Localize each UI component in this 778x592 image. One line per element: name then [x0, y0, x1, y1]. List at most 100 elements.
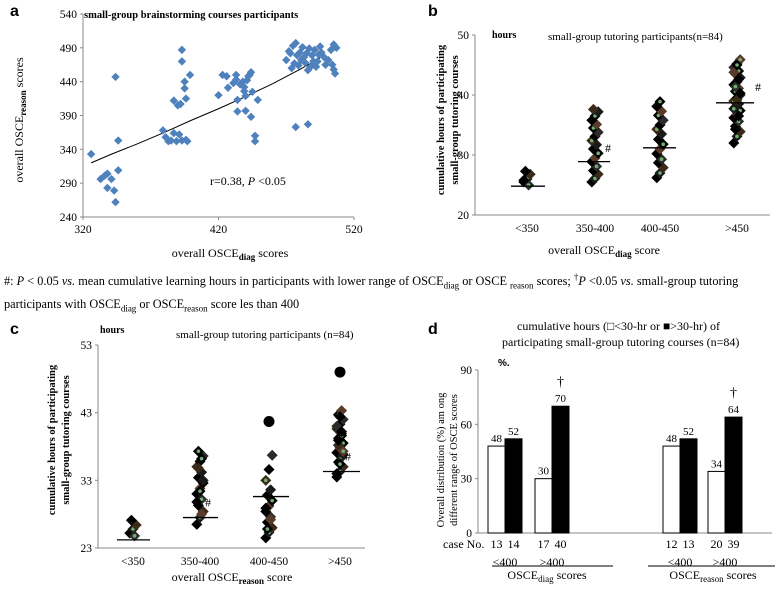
panel-a-point	[103, 169, 112, 178]
panel-d-group1-label: OSCEdiag scores	[507, 568, 587, 584]
panel-b-point	[733, 110, 745, 122]
panel-c-point	[197, 474, 209, 486]
panel-d-category-label: >400	[713, 555, 738, 569]
panel-a-point	[233, 107, 242, 116]
panel-a-point	[180, 84, 189, 93]
panel-a-point	[173, 101, 183, 110]
panel-b-ylabel-line2: small-group tutoring courses	[450, 55, 461, 184]
panel-c-axes: 23 33 43 53 <350 350-400 400-450 >450	[81, 340, 365, 568]
panel-a-y-tick-label: 540	[60, 9, 78, 21]
panel-c-x-tick-label: >450	[328, 556, 352, 568]
panel-d-bar-label: 48	[666, 433, 678, 445]
panel-a-points	[86, 38, 341, 207]
panel-d-bar-label: 52	[683, 426, 694, 438]
panel-d-y-tick-label: 90	[461, 365, 473, 377]
panel-c-point	[334, 411, 346, 423]
panel-c-point	[336, 426, 348, 438]
panel-d-bar	[724, 416, 743, 534]
panel-c-point-accent	[264, 478, 268, 483]
panel-d-bar-label: 52	[508, 426, 519, 438]
panel-c-hash-mark: #	[345, 450, 351, 464]
panel-d-bar-label: 34	[711, 458, 723, 470]
panel-b-point	[729, 123, 741, 135]
panel-a-point	[222, 72, 231, 81]
panel-a-point	[248, 87, 257, 97]
panel-b-point-accent	[590, 138, 594, 143]
panel-a-point	[292, 51, 302, 60]
panel-d-title-line1: cumulative hours (□<30-hr or ■>30-hr) of	[517, 319, 720, 333]
panel-d-bar-label: 64	[728, 404, 740, 416]
panel-c-xlabel: overall OSCEreason score	[172, 570, 293, 586]
panel-d-case-count: 17	[538, 537, 550, 551]
panel-d-case-count: 13	[683, 537, 695, 551]
panel-a-point	[180, 77, 189, 86]
panel-a-title: small-group brainstorming courses partic…	[84, 10, 298, 21]
panel-c-y-tick-label: 23	[81, 543, 93, 555]
panel-a-point	[177, 57, 187, 66]
panel-c-point	[191, 496, 203, 508]
panel-d-bar	[679, 438, 698, 534]
panel-a-point	[307, 51, 317, 60]
panel-c-outlier-point	[263, 415, 275, 427]
panel-a-point	[111, 197, 120, 207]
panel-b-point-accent	[655, 127, 659, 131]
panel-b-point	[519, 165, 531, 177]
panel-a-point	[324, 55, 333, 65]
panel-a-point	[329, 40, 338, 49]
panel-a-point	[299, 53, 309, 62]
panel-c-point-accent	[341, 449, 346, 454]
panel-a-point	[172, 137, 181, 146]
panel-d-bar	[534, 478, 553, 534]
panel-c-point-accent	[265, 527, 270, 531]
panel-b-x-tick-label: >450	[725, 223, 749, 235]
panel-d-case-count: 14	[508, 537, 520, 551]
panel-b-y-tick-label: 30	[458, 150, 470, 162]
panel-a-point	[233, 95, 242, 105]
panel-d-ylabel-line2: different range of OSCE scores	[449, 394, 460, 526]
panel-c-point	[331, 468, 343, 480]
panel-c: c hours small-group tutoring participant…	[10, 321, 365, 586]
panel-a-point	[214, 91, 223, 100]
panel-d-case-count: 20	[711, 537, 723, 551]
panel-b-hash-mark: #	[605, 141, 611, 155]
panel-a-point	[231, 75, 241, 84]
panel-a-x-tick-label: 320	[74, 224, 92, 236]
panel-a-y-tick-label: 440	[60, 77, 78, 89]
panel-a-x-tick-label: 520	[345, 224, 363, 236]
panel-d-bar	[504, 438, 523, 534]
panel-c-outlier-point	[334, 366, 346, 378]
panel-c-hash-mark: #	[205, 496, 211, 510]
panel-a-point	[183, 137, 192, 146]
panel-d-bar	[487, 445, 506, 534]
panel-d-bar-label: 48	[491, 433, 503, 445]
panel-b-label: b	[428, 3, 438, 20]
panel-c-point	[265, 484, 277, 496]
panel-b-units: hours	[492, 30, 517, 41]
panel-b-point-accent	[735, 63, 739, 67]
panel-d-bar	[551, 405, 570, 534]
panel-c-label: c	[10, 321, 19, 338]
panel-c-point	[192, 462, 204, 474]
footnote: #: P < 0.05 vs. mean cumulative learning…	[4, 272, 739, 313]
panel-b-x-tick-label: 400-450	[641, 223, 680, 235]
panel-b-ylabel-line1: cumulative hours of participating	[436, 44, 447, 195]
panel-c-x-tick-label: 350-400	[181, 556, 220, 568]
panel-c-point-accent	[198, 489, 202, 493]
panel-b-y-tick-label: 20	[458, 210, 470, 222]
panel-b-point	[734, 87, 746, 99]
panel-d-bar-label: 70	[555, 393, 567, 405]
panel-a-point	[175, 130, 184, 139]
panel-a-x-tick-label: 420	[210, 224, 228, 236]
panel-d-title-line2: participating small-group tutoring cours…	[502, 335, 739, 349]
panel-a-point	[250, 131, 260, 140]
panel-a-point	[241, 91, 250, 101]
panel-d-bar	[707, 470, 726, 534]
panel-d-case-label: case No.	[443, 537, 484, 551]
panel-d-case-count: 12	[666, 537, 678, 551]
panel-d-category-label: >400	[540, 555, 565, 569]
panel-a-point	[114, 166, 123, 175]
panel-c-x-tick-label: <350	[121, 556, 145, 568]
panel-a-point	[107, 174, 116, 184]
panel-b-point-accent	[658, 171, 662, 175]
